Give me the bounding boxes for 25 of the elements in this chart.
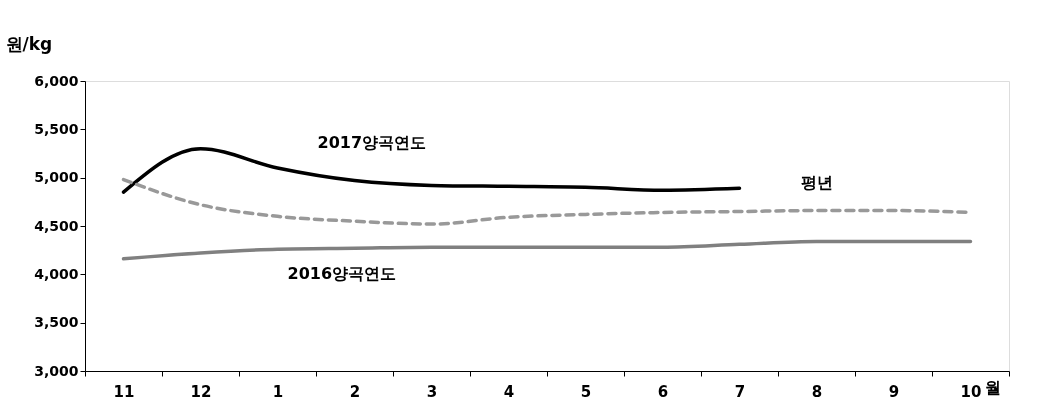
series-label: 2016양곡연도 [287,264,397,284]
x-tick-label: 5 [580,382,592,401]
x-tick-label: 7 [734,382,746,401]
y-axis-title: 원/kg [5,33,53,54]
x-axis-title: 월 [984,377,1001,397]
x-tick-label: 11 [113,382,135,401]
series-label: 2017양곡연도 [317,133,427,152]
x-tick-label: 3 [426,382,438,401]
series-label: 평년 [800,172,833,192]
x-tick-label: 2 [349,382,361,401]
line-series [121,239,973,261]
y-tick-label: 3,500 [34,314,79,331]
x-tick-label: 1 [272,382,284,401]
x-tick-label: 9 [888,382,900,401]
y-tick-label: 5,000 [34,169,79,186]
y-tick-label: 4,000 [34,265,79,282]
y-tick-label: 5,500 [34,120,79,137]
x-tick-label: 4 [503,382,515,401]
y-tick-label: 3,000 [34,362,79,379]
x-tick-label: 8 [811,382,823,401]
x-tick-label: 12 [190,382,212,401]
x-tick-label: 6 [657,382,669,401]
y-tick-label: 6,000 [34,72,79,89]
x-tick-label: 10 [960,382,982,401]
y-tick-label: 4,500 [34,217,79,234]
